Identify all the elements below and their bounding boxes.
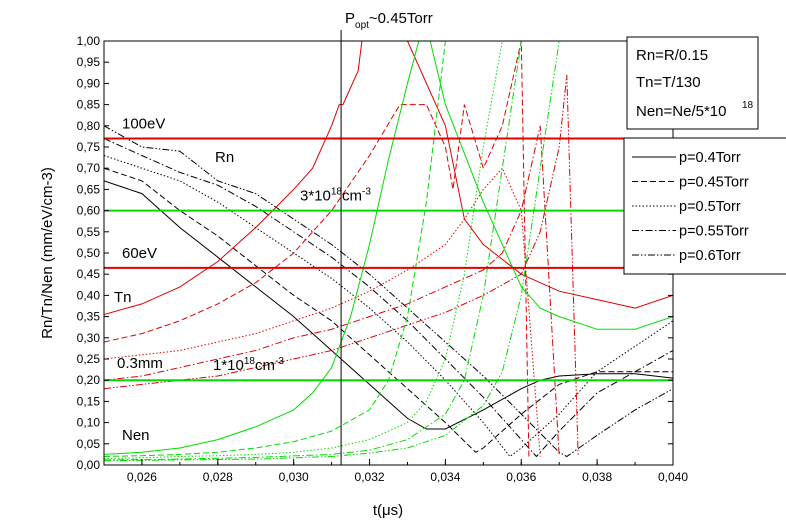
legend-label-p-0-6torr: p=0.6Torr bbox=[679, 248, 741, 264]
series-rn-p-0-6torr bbox=[104, 125, 673, 458]
series-nen-p-0-55torr bbox=[104, 41, 522, 461]
y-tick-label: 1,00 bbox=[77, 34, 101, 48]
curve-label-rn: Rn bbox=[215, 149, 234, 166]
y-tick-label: 0,65 bbox=[77, 182, 101, 196]
y-tick-label: 0,70 bbox=[77, 161, 101, 175]
y-tick-label: 0,10 bbox=[77, 416, 101, 430]
series-rn-p-0-5torr bbox=[104, 155, 673, 458]
curve-label-tn: Tn bbox=[114, 289, 132, 306]
y-tick-label: 0,45 bbox=[77, 267, 101, 281]
reference-label-60ev: 60eV bbox=[122, 245, 157, 262]
reference-label-100ev: 100eV bbox=[122, 116, 165, 133]
x-tick-label: 0,040 bbox=[658, 470, 688, 484]
reference-lines: 100eV 60eV 3*1018cm-3 1*1018cm-3 Popt~0.45To… bbox=[104, 10, 673, 465]
x-tick-label: 0,026 bbox=[127, 470, 157, 484]
y-tick-label: 0,05 bbox=[77, 437, 101, 451]
reference-label-3-10: 3*1018cm-3 bbox=[300, 187, 371, 205]
y-tick-label: 0,15 bbox=[77, 394, 101, 408]
series-nen-p-0-4torr bbox=[104, 41, 673, 455]
info-line-nen: Nen=Ne/5*10 bbox=[636, 103, 726, 120]
y-tick-label: 0,95 bbox=[77, 55, 101, 69]
y-tick-label: 0,00 bbox=[77, 458, 101, 472]
legend-frame bbox=[623, 137, 786, 275]
series-layer bbox=[104, 41, 673, 462]
series-nen-p-0-5torr bbox=[104, 41, 503, 460]
y-tick-label: 0,60 bbox=[77, 204, 101, 218]
curve-label-nen: Nen bbox=[122, 427, 150, 444]
info-box-frame bbox=[626, 36, 759, 130]
curve-labels: Rn Tn 0.3mm Nen bbox=[114, 149, 234, 444]
x-tick-label: 0,034 bbox=[430, 470, 460, 484]
series-rn-p-0-4torr bbox=[104, 180, 673, 430]
x-tick-label: 0,032 bbox=[355, 470, 385, 484]
info-line-rn: Rn=R/0.15 bbox=[636, 47, 708, 64]
y-tick-label: 0,30 bbox=[77, 331, 101, 345]
y-tick-label: 0,75 bbox=[77, 140, 101, 154]
y-tick-label: 0,55 bbox=[77, 225, 101, 239]
legend: p=0.4Torr p=0.45Torr p=0.5Torr p=0.55Torr p=… bbox=[623, 137, 786, 275]
y-tick-label: 0,25 bbox=[77, 352, 101, 366]
legend-label-p-0-4torr: p=0.4Torr bbox=[679, 150, 741, 166]
y-tick-label: 0,20 bbox=[77, 373, 101, 387]
x-tick-label: 0,038 bbox=[582, 470, 612, 484]
y-tick-label: 0,80 bbox=[77, 119, 101, 133]
series-nen-p-0-6torr bbox=[104, 41, 560, 462]
series-tn-p-0-6torr bbox=[104, 74, 579, 457]
y-tick-label: 0,50 bbox=[77, 246, 101, 260]
legend-rows: p=0.4Torr p=0.45Torr p=0.5Torr p=0.55Torr p=… bbox=[632, 150, 749, 264]
y-tick-label: 0,90 bbox=[77, 76, 101, 90]
series-rn-p-0-45torr bbox=[104, 167, 673, 453]
info-line-tn: Tn=T/130 bbox=[636, 74, 701, 91]
info-box: Rn=R/0.15 Tn=T/130 Nen=Ne/5*10 18 bbox=[626, 36, 759, 130]
y-axis-title: Rn/Tn/Nen (mm/eV/cm-3) bbox=[39, 167, 56, 339]
x-tick-label: 0,030 bbox=[279, 470, 309, 484]
info-line-nen-exp: 18 bbox=[742, 100, 754, 111]
series-nen-p-0-45torr bbox=[104, 41, 446, 457]
series-tn-p-0-45torr bbox=[104, 41, 530, 457]
axes: 0,026 0,028 0,030 0,032 0,034 0,036 0,038 0,040… bbox=[77, 34, 689, 484]
y-tick-label: 0,40 bbox=[77, 288, 101, 302]
series-tn-p-0-4torr bbox=[104, 41, 673, 315]
series-rn-p-0-55torr bbox=[104, 138, 673, 458]
legend-label-p-0-45torr: p=0.45Torr bbox=[679, 175, 749, 191]
legend-label-p-0-5torr: p=0.5Torr bbox=[679, 199, 741, 215]
optimum-pressure-label: Popt~0.45Torr bbox=[345, 10, 433, 31]
y-tick-label: 0,35 bbox=[77, 310, 101, 324]
x-tick-label: 0,036 bbox=[506, 470, 536, 484]
legend-label-p-0-55torr: p=0.55Torr bbox=[679, 224, 749, 240]
series-tn-p-0-55torr bbox=[104, 125, 560, 457]
reference-label-1-10: 1*1018cm-3 bbox=[213, 356, 284, 374]
x-tick-label: 0,028 bbox=[203, 470, 233, 484]
curve-label-0-3mm: 0.3mm bbox=[117, 355, 163, 372]
y-tick-label: 0,85 bbox=[77, 98, 101, 112]
x-axis-title: t(μs) bbox=[373, 502, 403, 519]
